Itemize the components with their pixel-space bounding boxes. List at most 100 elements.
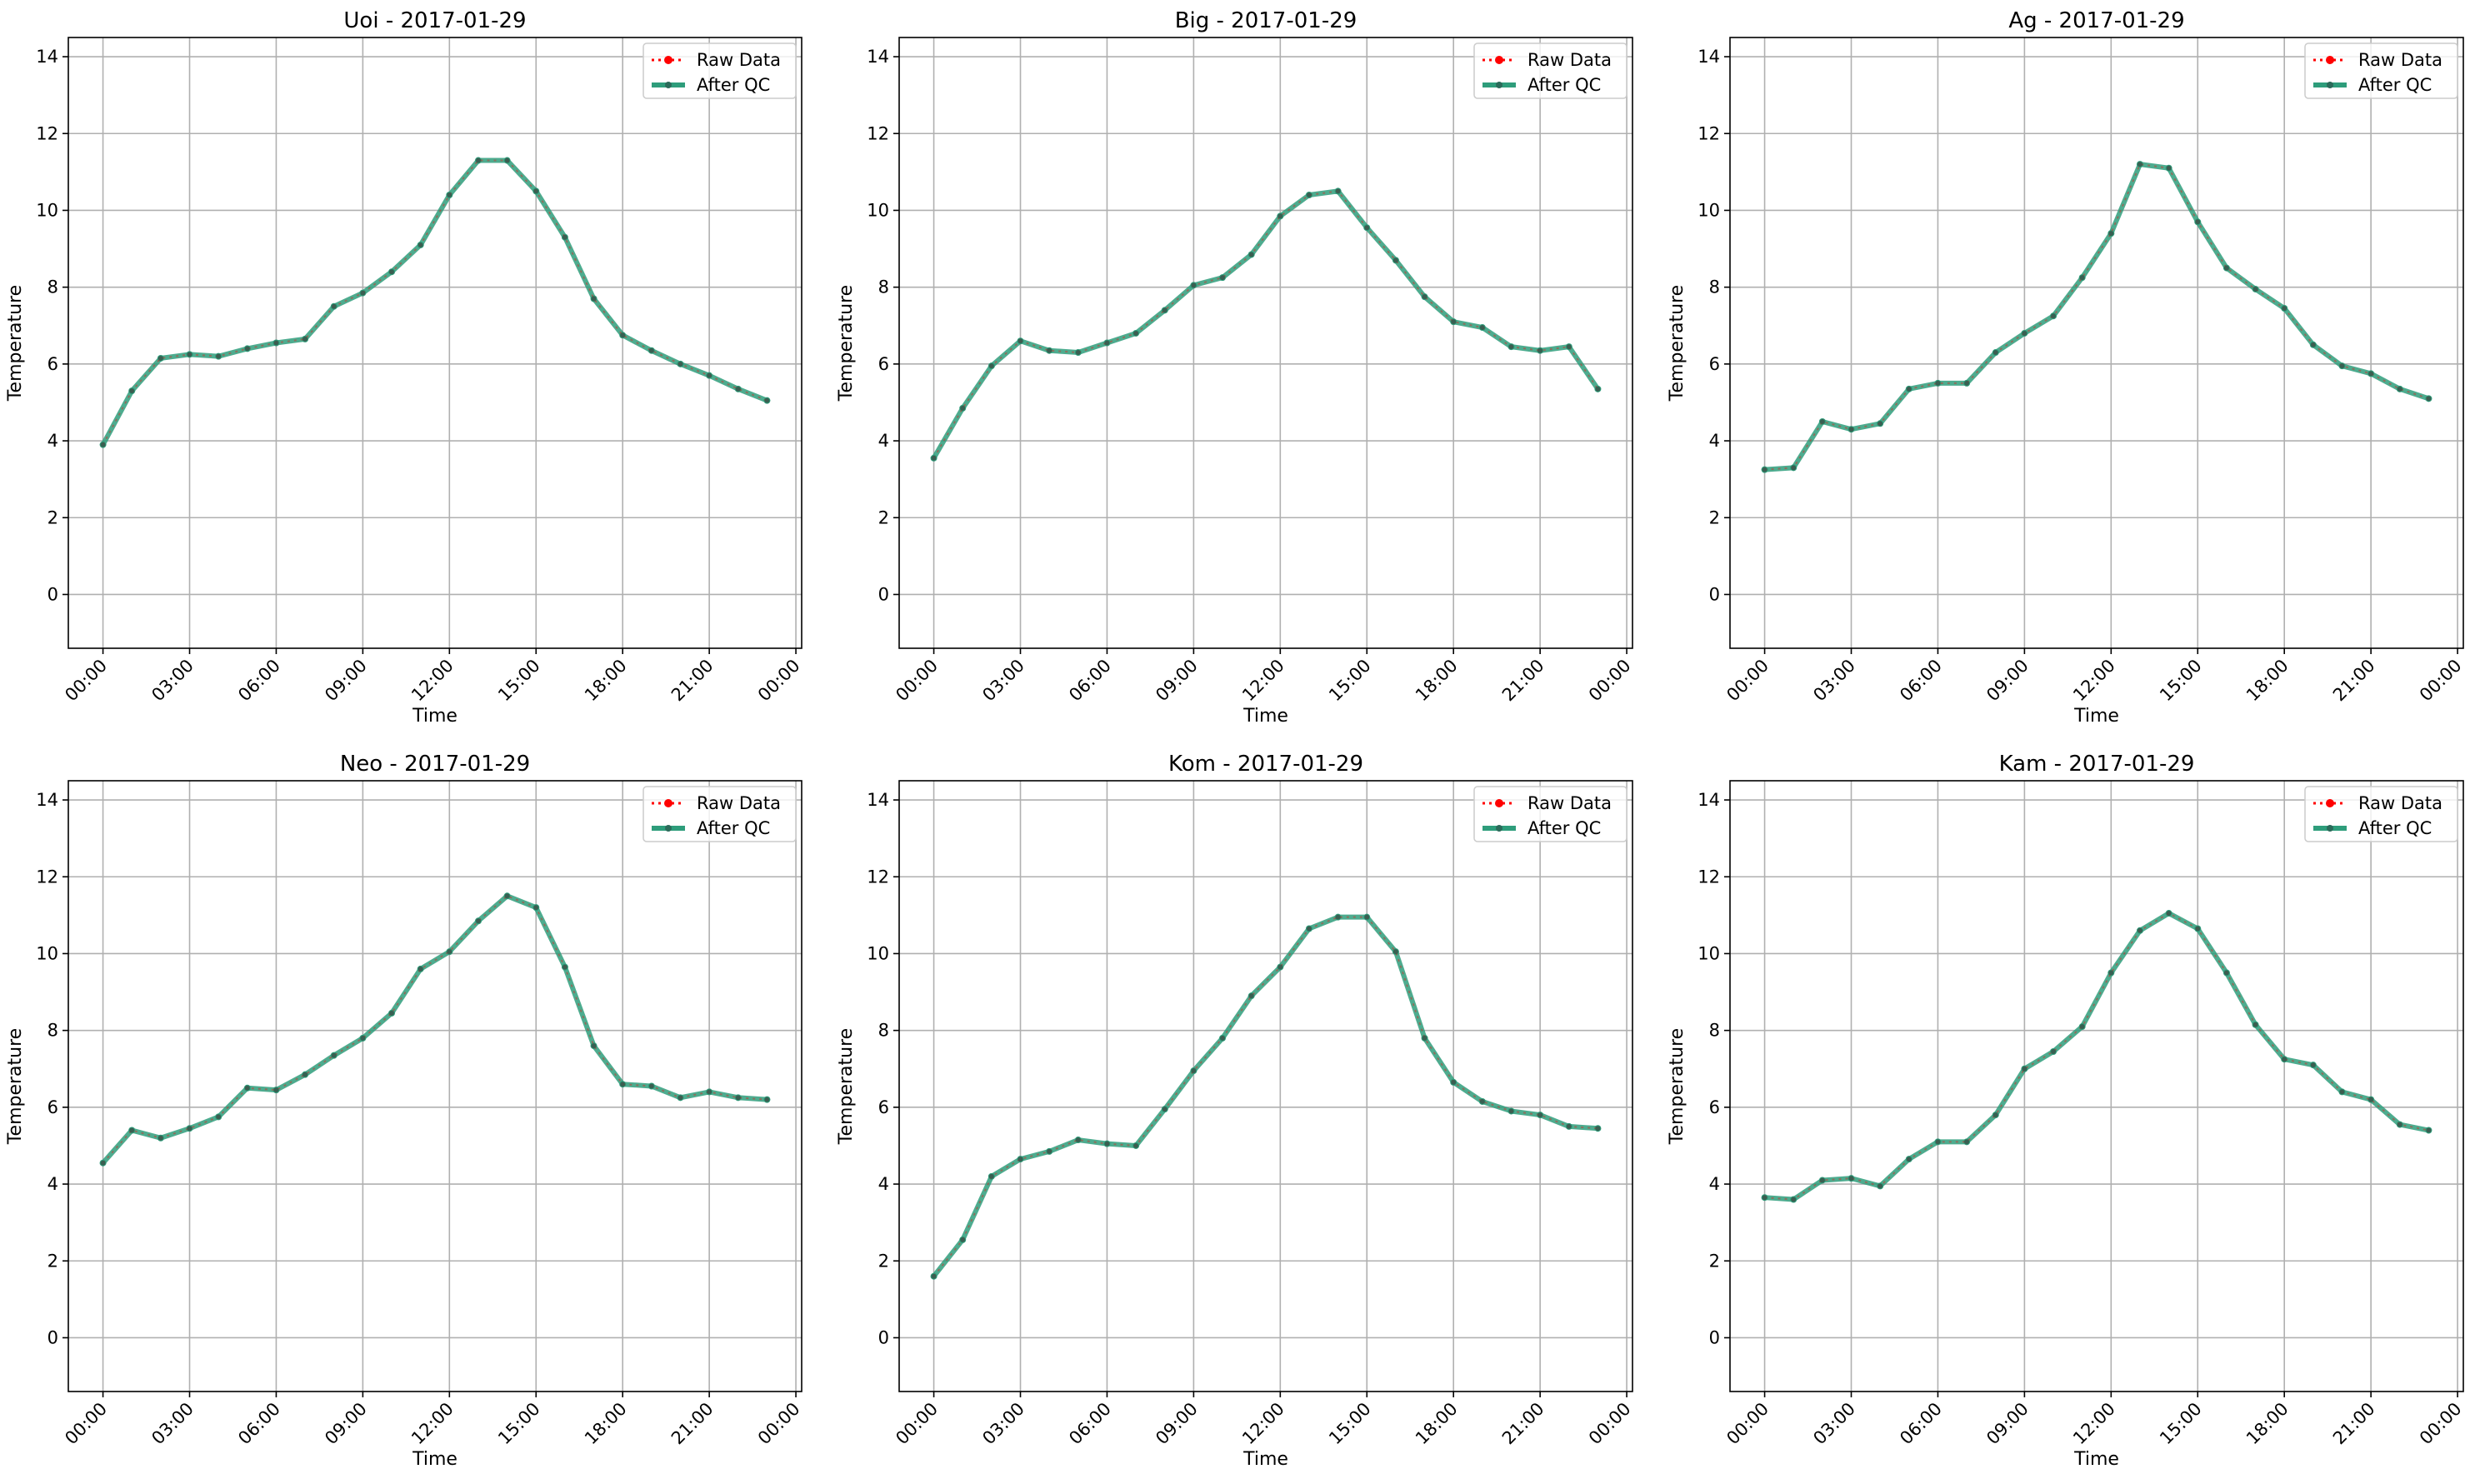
- raw-data-point: [1508, 344, 1514, 350]
- raw-data-point: [216, 1114, 222, 1120]
- series-after-qc-line: [1764, 162, 2430, 472]
- y-tick-label: 6: [878, 354, 889, 374]
- raw-data-point: [591, 1043, 597, 1049]
- series-after-qc-line: [100, 157, 768, 447]
- y-tick-label: 14: [1698, 790, 1720, 810]
- subplot-4: 00:00 03:00 06:00 09:00 12:00 15:00 18:00 21:00…: [836, 752, 1635, 1470]
- y-tick-label: 12: [36, 123, 58, 143]
- y-tick-label: 0: [878, 1327, 889, 1347]
- y-tick-label: 0: [48, 584, 58, 604]
- x-tick-label: 06:00: [234, 1399, 284, 1449]
- y-tick-label: 2: [1709, 507, 1720, 527]
- x-tick-label: 00:00: [61, 1399, 111, 1449]
- raw-data-point: [273, 340, 279, 346]
- series-after-qc-line: [932, 914, 1598, 1278]
- x-tick-label: 09:00: [1982, 1399, 2032, 1449]
- raw-data-point: [1191, 1068, 1197, 1074]
- raw-data-point: [533, 905, 539, 911]
- legend: Raw Data After QC: [1473, 42, 1628, 99]
- raw-data-point: [1104, 1141, 1110, 1147]
- x-tick-label: 09:00: [321, 1399, 371, 1449]
- raw-data-point: [1306, 192, 1312, 198]
- raw-data-point: [418, 966, 423, 972]
- legend-qc-label: After QC: [697, 75, 770, 95]
- raw-data-point: [1162, 1107, 1168, 1112]
- raw-data-point: [2397, 1122, 2402, 1127]
- raw-data-point: [100, 442, 106, 447]
- raw-data-point: [1992, 350, 1998, 356]
- y-tick-label: 4: [1709, 431, 1720, 451]
- raw-data-point: [1479, 1098, 1485, 1104]
- raw-data-point: [931, 455, 937, 461]
- raw-data-point: [1906, 1157, 1912, 1162]
- legend-raw-label: Raw Data: [697, 793, 781, 813]
- raw-data-point: [1935, 1139, 1941, 1145]
- y-tick-label: 14: [867, 790, 889, 810]
- x-tick-label: 18:00: [1412, 1399, 1462, 1449]
- subplot-3: 00:00 03:00 06:00 09:00 12:00 15:00 18:00 21:00…: [5, 752, 804, 1470]
- raw-data-point: [1104, 340, 1110, 346]
- y-tick-label: 2: [48, 1251, 58, 1271]
- raw-data-point: [1392, 949, 1398, 955]
- series-raw-data-line: [1764, 912, 2429, 1201]
- subplot-5: 00:00 03:00 06:00 09:00 12:00 15:00 18:00 21:00…: [1667, 752, 2466, 1470]
- y-tick-label: 0: [48, 1327, 58, 1347]
- series-raw-data-line: [932, 916, 1598, 1277]
- y-tick-label: 8: [1709, 277, 1720, 297]
- raw-data-point: [1335, 914, 1341, 920]
- legend: Raw Data After QC: [642, 786, 797, 842]
- x-tick-label: 03:00: [148, 656, 198, 706]
- raw-data-point: [1935, 380, 1941, 386]
- raw-data-point: [2079, 1024, 2085, 1030]
- raw-data-point: [2022, 330, 2028, 336]
- raw-data-point: [504, 893, 510, 899]
- raw-data-point: [475, 918, 481, 924]
- y-tick-label: 2: [1709, 1251, 1720, 1271]
- raw-data-point: [244, 1085, 250, 1091]
- raw-data-point: [2397, 386, 2402, 392]
- raw-data-point: [1538, 347, 1543, 353]
- raw-data-point: [1075, 350, 1081, 356]
- x-tick-label: 03:00: [1809, 656, 1859, 706]
- raw-data-point: [2252, 1022, 2258, 1027]
- y-tick-label: 12: [1698, 123, 1720, 143]
- raw-data-point: [2426, 1127, 2432, 1133]
- raw-data-point: [216, 353, 222, 359]
- raw-data-point: [764, 1097, 770, 1102]
- y-tick-label: 14: [36, 790, 58, 810]
- x-tick-label: 18:00: [581, 1399, 631, 1449]
- legend: Raw Data After QC: [2304, 42, 2458, 99]
- raw-data-point: [735, 386, 741, 392]
- raw-data-point: [562, 964, 568, 970]
- raw-data-point: [2166, 165, 2172, 171]
- legend-qc-marker: [1496, 82, 1502, 88]
- raw-data-point: [273, 1087, 279, 1093]
- x-tick-label: 00:00: [1722, 1399, 1772, 1449]
- raw-data-point: [2223, 265, 2229, 271]
- subplot-title: Ag - 2017-01-29: [2008, 8, 2184, 33]
- y-tick-label: 12: [867, 123, 889, 143]
- legend-qc-marker: [1496, 825, 1502, 832]
- raw-data-point: [2339, 1089, 2345, 1095]
- raw-data-point: [1819, 1177, 1825, 1183]
- legend-raw-label: Raw Data: [697, 50, 781, 70]
- x-tick-label: 18:00: [2242, 656, 2292, 706]
- raw-data-point: [1964, 1139, 1970, 1145]
- y-tick-label: 6: [878, 1097, 889, 1117]
- x-tick-label: 21:00: [2329, 1399, 2379, 1449]
- y-tick-label: 14: [867, 47, 889, 67]
- y-axis-label: Temperature: [836, 285, 857, 402]
- raw-data-point: [129, 1127, 135, 1133]
- raw-data-point: [533, 188, 539, 194]
- raw-data-point: [1364, 225, 1370, 231]
- raw-data-point: [1278, 964, 1283, 970]
- raw-data-point: [1819, 419, 1825, 425]
- raw-data-point: [1538, 1112, 1543, 1118]
- raw-data-point: [1762, 467, 1768, 472]
- raw-data-point: [1964, 380, 1970, 386]
- x-tick-label: 12:00: [1238, 1399, 1288, 1449]
- x-tick-label: 00:00: [1585, 1399, 1635, 1449]
- x-tick-label: 06:00: [234, 656, 284, 706]
- raw-data-point: [2108, 970, 2114, 976]
